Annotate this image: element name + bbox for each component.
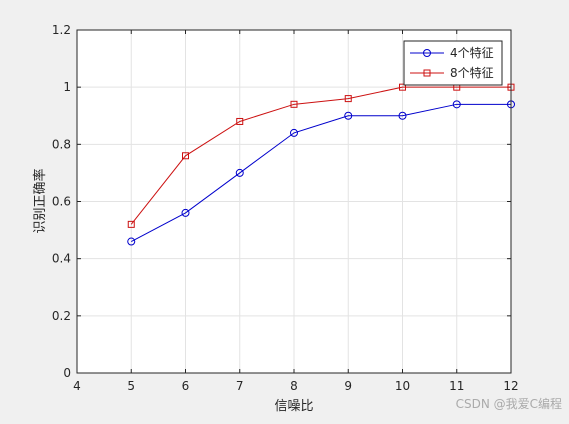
y-tick-labels: 0 0.2 0.4 0.6 0.8 1 1.2 (52, 23, 71, 380)
data-point (290, 100, 298, 108)
y-tick-label: 1 (63, 80, 71, 94)
data-point (181, 208, 190, 217)
y-tick-label: 0.4 (52, 252, 71, 266)
legend-item: 4个特征 (410, 45, 494, 60)
legend-label: 8个特征 (450, 65, 494, 80)
data-point (235, 168, 244, 177)
data-point (398, 111, 407, 120)
legend-label: 4个特征 (450, 45, 494, 60)
legend-item: 8个特征 (410, 65, 494, 80)
series-line (130, 86, 511, 225)
y-axis-label: 识别正确率 (32, 168, 48, 233)
x-tick-labels: 4 5 6 7 8 9 10 11 12 (73, 379, 518, 393)
y-tick-label: 0.2 (52, 309, 71, 323)
data-point (399, 83, 406, 91)
x-tick-label: 5 (127, 379, 135, 393)
x-tick-label: 7 (236, 379, 244, 393)
y-tick-label: 0 (63, 366, 71, 380)
x-tick-label: 11 (449, 379, 464, 393)
y-tick-label: 1.2 (52, 23, 71, 37)
data-point (127, 220, 135, 228)
y-tick-label: 0.8 (52, 137, 71, 151)
x-tick-label: 4 (73, 379, 81, 393)
x-axis-label: 信噪比 (274, 399, 313, 414)
legend-box (403, 40, 503, 86)
x-tick-label: 12 (503, 379, 518, 393)
watermark: CSDN @我爱C编程 (456, 396, 562, 411)
legend: 4个特征 8个特征 (403, 40, 503, 86)
data-point (344, 95, 352, 103)
data-point (452, 100, 461, 109)
x-tick-label: 9 (344, 379, 352, 393)
data-point (290, 128, 298, 137)
data-point (344, 111, 353, 120)
legend-marker (423, 49, 431, 57)
plot-border (76, 29, 512, 374)
x-tick-label: 8 (290, 379, 298, 393)
data-point (182, 152, 189, 160)
y-tick-label: 0.6 (52, 195, 71, 209)
legend-marker (423, 69, 431, 77)
data-point (236, 117, 244, 125)
x-tick-label: 6 (182, 379, 190, 393)
series-layer (127, 83, 515, 246)
series-line (131, 103, 511, 242)
x-tick-label: 10 (395, 379, 410, 393)
series-1 (127, 100, 515, 246)
data-point (127, 237, 136, 246)
